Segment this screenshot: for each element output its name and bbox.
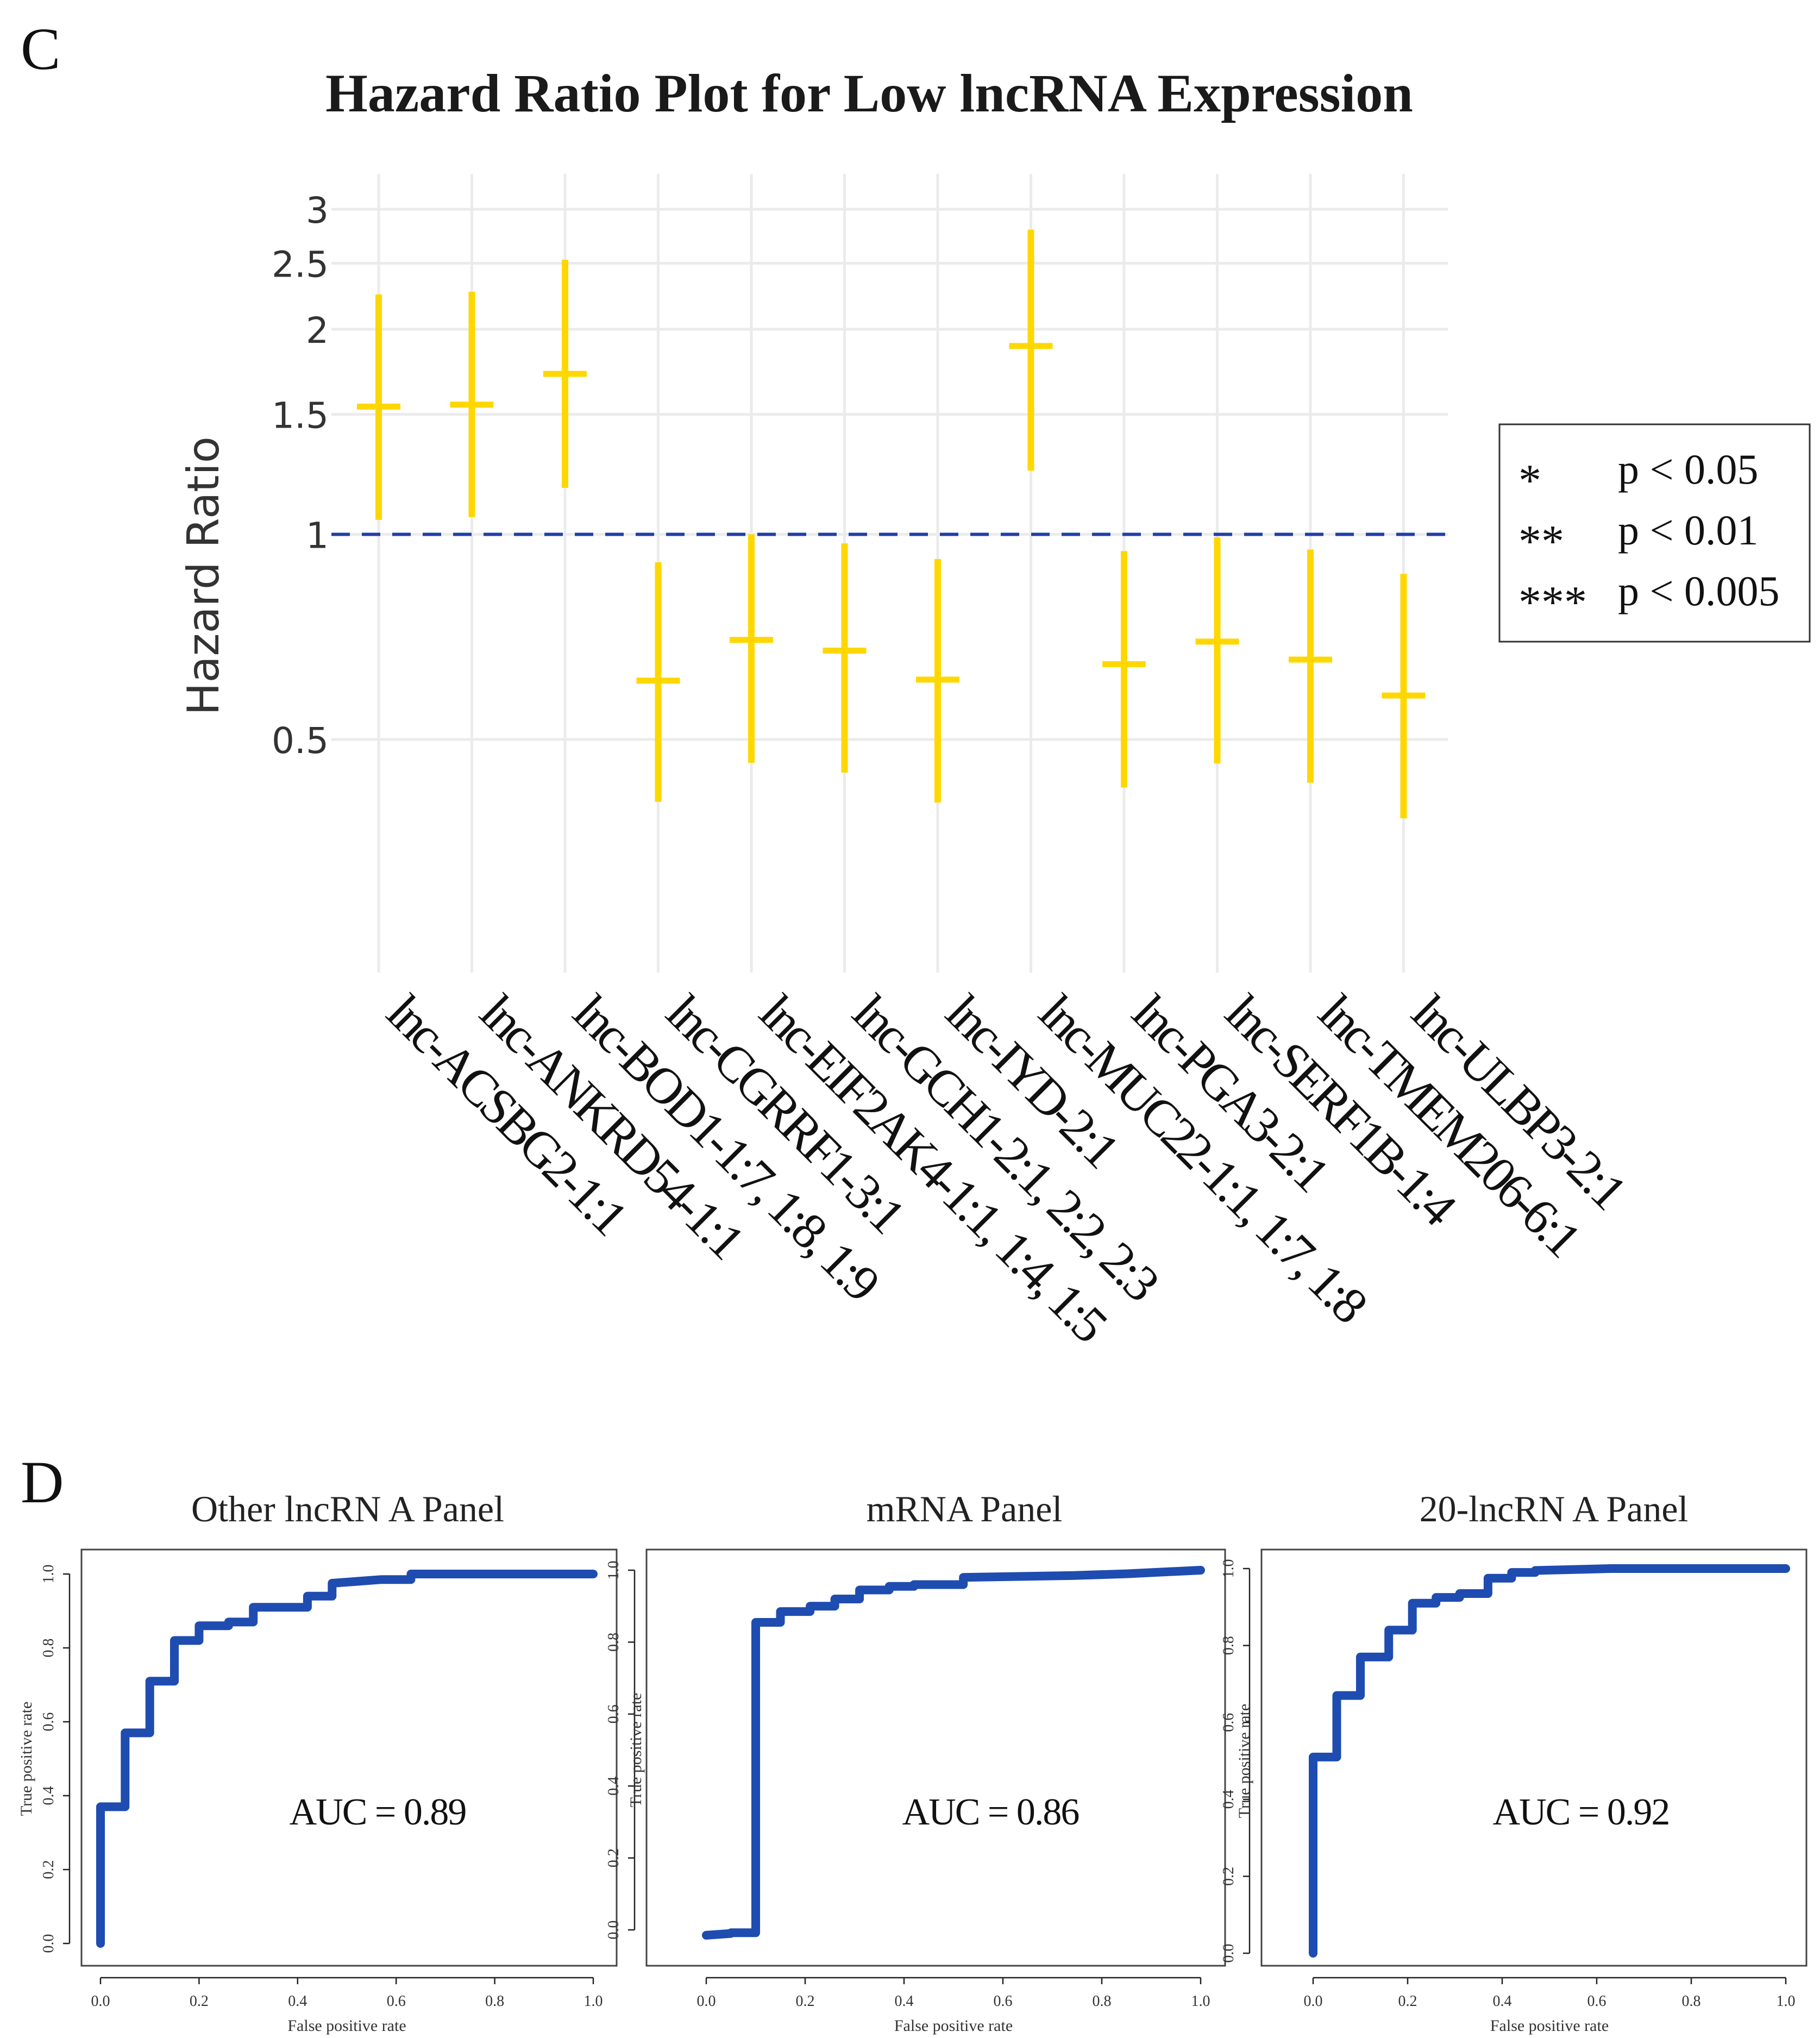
legend-stars: ** — [1518, 516, 1564, 567]
hr-error-bars — [357, 229, 1426, 819]
roc-frame — [1260, 1548, 1808, 1967]
roc-curve — [96, 1570, 598, 1948]
roc-curve — [702, 1566, 1205, 1940]
hr-bar — [1009, 229, 1053, 471]
hr-y-tick-label: 1.5 — [272, 395, 329, 437]
roc-panel: mRNA Panel 0.0 0.2 0.4 0.6 0.8 1.0 False positi… — [605, 1488, 1226, 2035]
roc-x-tick-label: 0.2 — [1398, 1993, 1417, 2010]
roc-x-tick-label: 0.0 — [697, 1993, 716, 2010]
hr-y-tick-label: 1 — [306, 515, 329, 556]
roc-x-tick-label: 0.0 — [1304, 1993, 1323, 2010]
roc-y-tick-label: 1.0 — [1220, 1559, 1237, 1578]
hr-y-axis-label: Hazard Ratio — [178, 436, 229, 715]
roc-x-tick-label: 0.4 — [288, 1993, 307, 2010]
roc-y-tick-label: 0.0 — [1220, 1944, 1237, 1963]
roc-y-tick-label: 0.2 — [40, 1860, 57, 1879]
roc-y-tick-label: 0.6 — [40, 1713, 57, 1732]
roc-panel: Other lncRN A Panel 0.0 0.2 0.4 0.6 0.8 1.0 Fal… — [17, 1488, 618, 2035]
roc-x-label: False positive rate — [287, 2017, 406, 2035]
roc-y-tick-label: 0.0 — [40, 1934, 57, 1953]
panel-d-letter: D — [21, 1449, 64, 1515]
roc-y-tick-label: 0.2 — [605, 1848, 622, 1867]
roc-y-tick-label: 0.6 — [605, 1704, 622, 1723]
roc-x-tick-label: 1.0 — [584, 1993, 603, 2010]
roc-curve — [1309, 1564, 1790, 1958]
roc-x-tick-label: 0.6 — [1587, 1993, 1606, 2010]
roc-auc-label: AUC = 0.89 — [290, 1791, 466, 1833]
hr-chart-title: Hazard Ratio Plot for Low lncRNA Express… — [325, 63, 1413, 123]
roc-y-tick-label: 0.4 — [40, 1786, 57, 1805]
hr-gridlines — [331, 174, 1448, 973]
hr-y-tick-label: 2 — [306, 310, 329, 352]
roc-x-tick-label: 0.4 — [895, 1993, 914, 2010]
roc-x-tick-label: 0.4 — [1493, 1993, 1512, 2010]
roc-y-label: True positive rate — [17, 1702, 35, 1816]
legend-label: p < 0.01 — [1618, 506, 1759, 554]
legend-stars: * — [1518, 455, 1541, 506]
roc-y-tick-label: 1.0 — [40, 1565, 57, 1584]
roc-frame — [645, 1548, 1226, 1967]
roc-x-label: False positive rate — [1490, 2017, 1609, 2035]
roc-x-tick-label: 0.8 — [1093, 1993, 1112, 2010]
roc-x-tick-label: 0.6 — [994, 1993, 1013, 2010]
roc-y-tick-label: 0.6 — [1220, 1713, 1237, 1732]
roc-title: Other lncRN A Panel — [191, 1488, 504, 1529]
hr-y-tick-label: 2.5 — [272, 243, 329, 285]
roc-x-tick-label: 0.0 — [91, 1993, 110, 2010]
roc-y-tick-label: 0.8 — [605, 1633, 622, 1652]
roc-y-tick-label: 0.2 — [1220, 1867, 1237, 1886]
hr-bar — [916, 559, 959, 803]
panel-c-letter: C — [21, 16, 60, 82]
hr-bar — [1289, 549, 1332, 783]
roc-y-tick-label: 1.0 — [605, 1561, 622, 1580]
roc-x-label: False positive rate — [894, 2017, 1013, 2035]
roc-y-tick-label: 0.8 — [1220, 1636, 1237, 1655]
roc-x-tick-label: 0.2 — [190, 1993, 209, 2010]
roc-frame — [80, 1548, 618, 1967]
hr-bar — [357, 294, 400, 520]
roc-y-tick-label: 0.4 — [1220, 1790, 1237, 1809]
hr-y-tick-labels: 0.5 1 1.5 2 2.5 3 — [272, 190, 329, 762]
roc-x-tick-label: 0.8 — [485, 1993, 504, 2010]
legend-label: p < 0.005 — [1618, 567, 1780, 614]
hr-bar — [1195, 537, 1239, 764]
hr-bar — [450, 292, 494, 517]
significance-legend: * p < 0.05 ** p < 0.01 *** p < 0.005 — [1498, 423, 1811, 643]
legend-box — [1498, 423, 1811, 643]
roc-panels: Other lncRN A Panel 0.0 0.2 0.4 0.6 0.8 1.0 Fal… — [17, 1488, 1808, 2035]
roc-y-label: True positive rate — [627, 1693, 645, 1808]
roc-x-tick-label: 0.6 — [387, 1993, 406, 2010]
roc-x-tick-label: 0.8 — [1682, 1993, 1701, 2010]
hr-bar — [823, 543, 867, 773]
roc-y-tick-label: 0.0 — [605, 1921, 622, 1940]
hr-y-tick-label: 0.5 — [272, 720, 329, 762]
roc-x-tick-label: 1.0 — [1191, 1993, 1210, 2010]
roc-y-label: True positive rate — [1235, 1704, 1253, 1818]
roc-title: 20-lncRN A Panel — [1420, 1488, 1689, 1529]
legend-items: * p < 0.05 ** p < 0.01 *** p < 0.005 — [1518, 446, 1780, 628]
roc-auc-label: AUC = 0.86 — [902, 1791, 1079, 1833]
legend-stars: *** — [1518, 577, 1587, 628]
roc-panel: 20-lncRN A Panel 0.0 0.2 0.4 0.6 0.8 1.0 False … — [1220, 1488, 1808, 2035]
hr-y-tick-label: 3 — [306, 190, 329, 231]
roc-x-tick-label: 1.0 — [1777, 1993, 1796, 2010]
roc-title: mRNA Panel — [867, 1488, 1063, 1529]
roc-auc-label: AUC = 0.92 — [1493, 1791, 1670, 1833]
roc-y-tick-label: 0.8 — [40, 1639, 57, 1658]
hr-bar — [1382, 574, 1426, 819]
hr-bar — [636, 562, 680, 802]
hr-bar — [730, 534, 773, 763]
roc-y-tick-label: 0.4 — [605, 1777, 622, 1796]
roc-x-tick-label: 0.2 — [796, 1993, 815, 2010]
hr-bar — [543, 259, 587, 488]
hr-x-tick-labels: lnc-ACSBG2-1:1lnc-ANKRD54-1:1lnc-BOD1-1:… — [376, 984, 1636, 1353]
legend-label: p < 0.05 — [1618, 446, 1759, 493]
hr-bar — [1102, 551, 1146, 788]
